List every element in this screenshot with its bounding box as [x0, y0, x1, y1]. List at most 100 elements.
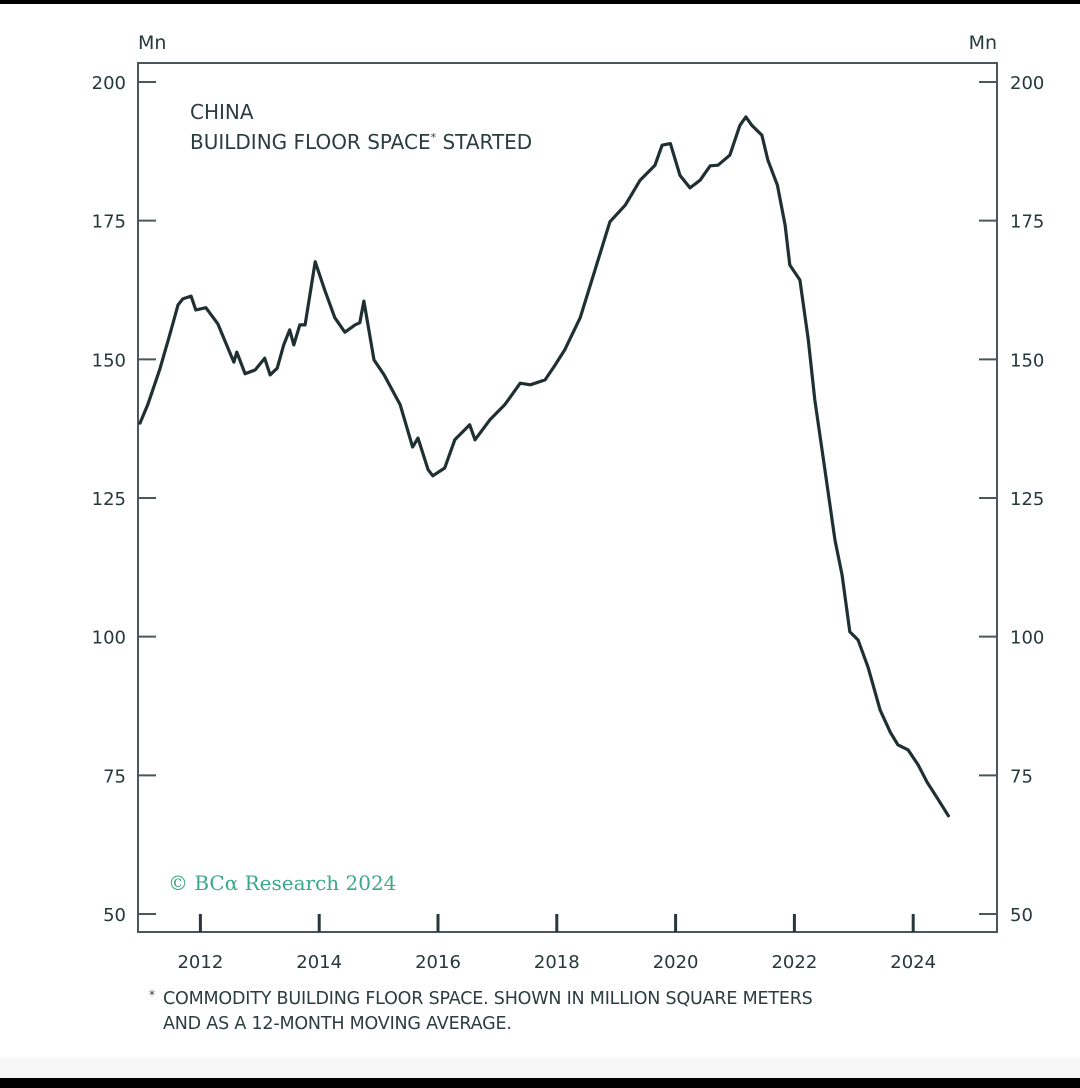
data-point [139, 422, 142, 425]
data-point [661, 144, 664, 147]
data-point [194, 309, 197, 312]
data-point [235, 351, 238, 354]
data-point [907, 748, 910, 751]
data-point [411, 446, 414, 449]
data-point [358, 321, 361, 324]
y-tick-label-left: 175 [92, 212, 126, 233]
data-point [443, 467, 446, 470]
data-point [158, 368, 161, 371]
data-point [760, 134, 763, 137]
footnote-line-2: AND AS A 12-MONTH MOVING AVERAGE. [163, 1014, 512, 1034]
plot-frame [137, 62, 998, 933]
data-point [263, 357, 266, 360]
data-point [168, 333, 171, 336]
data-point [254, 368, 257, 371]
data-point [269, 373, 272, 376]
data-point [417, 437, 420, 440]
data-point [333, 316, 336, 319]
right-unit-label: Mn [969, 32, 997, 54]
y-tick-label-left: 125 [92, 489, 126, 510]
data-point [244, 372, 247, 375]
data-point [276, 367, 279, 370]
data-point [190, 295, 193, 298]
left-unit-label: Mn [138, 32, 166, 54]
data-point [529, 383, 532, 386]
y-tick-label-right: 175 [1010, 212, 1044, 233]
data-point [373, 358, 376, 361]
data-point [383, 373, 386, 376]
data-point [669, 142, 672, 145]
data-point [624, 204, 627, 207]
data-point [594, 269, 597, 272]
data-point [947, 814, 950, 817]
data-point [519, 382, 522, 385]
data-point [298, 323, 301, 326]
data-point [177, 304, 180, 307]
data-point [717, 164, 720, 167]
top-border [0, 0, 1080, 4]
bottom-border [0, 1078, 1080, 1088]
x-tick-label: 2020 [653, 952, 699, 973]
y-tick-label-right: 200 [1010, 73, 1044, 94]
x-tick-label: 2014 [296, 952, 342, 973]
data-point [639, 179, 642, 182]
data-point [608, 220, 611, 223]
data-point [848, 630, 851, 633]
data-point [544, 378, 547, 381]
data-point [857, 639, 860, 642]
data-point [917, 763, 920, 766]
chart-title: CHINA [190, 100, 254, 124]
footnote: * COMMODITY BUILDING FLOOR SPACE. SHOWN … [149, 987, 1043, 1037]
data-point [288, 328, 291, 331]
data-point [937, 798, 940, 801]
data-point [784, 224, 787, 227]
data-point [798, 279, 801, 282]
data-point [431, 474, 434, 477]
data-point [503, 403, 506, 406]
y-tick-label-left: 200 [92, 73, 126, 94]
data-point [678, 174, 681, 177]
series-line [138, 115, 950, 818]
data-point [867, 666, 870, 669]
data-point [554, 363, 557, 366]
footnote-marker: * [149, 988, 155, 1002]
data-point [579, 316, 582, 319]
data-point [304, 323, 307, 326]
x-tick-label: 2016 [415, 952, 461, 973]
data-point [563, 348, 566, 351]
y-tick-label-right: 125 [1010, 489, 1044, 510]
x-tick-label: 2022 [771, 952, 817, 973]
data-point [709, 164, 712, 167]
data-point [841, 574, 844, 577]
data-point [823, 468, 826, 471]
y-axis-ticks: 50 50 75 75 100 100 125 125 150 150 175 175 200 200 [92, 73, 1045, 926]
footnote-line-1: COMMODITY BUILDING FLOOR SPACE. SHOWN IN… [163, 989, 813, 1009]
data-points [139, 115, 950, 817]
data-point [750, 124, 753, 127]
data-point [834, 539, 837, 542]
data-point [813, 398, 816, 401]
data-point [453, 438, 456, 441]
data-point [889, 731, 892, 734]
data-point [776, 184, 779, 187]
data-point [292, 343, 295, 346]
x-tick-label: 2018 [534, 952, 580, 973]
data-point [282, 343, 285, 346]
data-point [488, 418, 491, 421]
data-point [343, 331, 346, 334]
x-tick-label: 2024 [890, 952, 936, 973]
data-point [427, 468, 430, 471]
data-point [314, 260, 317, 263]
data-point [354, 323, 357, 326]
data-point [879, 708, 882, 711]
data-point [689, 186, 692, 189]
y-tick-label-left: 150 [92, 350, 126, 371]
y-tick-label-right: 50 [1010, 905, 1033, 926]
copyright-label: © BCα Research 2024 [168, 871, 396, 895]
y-tick-label-right: 75 [1010, 766, 1033, 787]
data-point [323, 289, 326, 292]
subtitle-tail: STARTED [436, 130, 532, 154]
data-point [146, 403, 149, 406]
data-point [699, 179, 702, 182]
